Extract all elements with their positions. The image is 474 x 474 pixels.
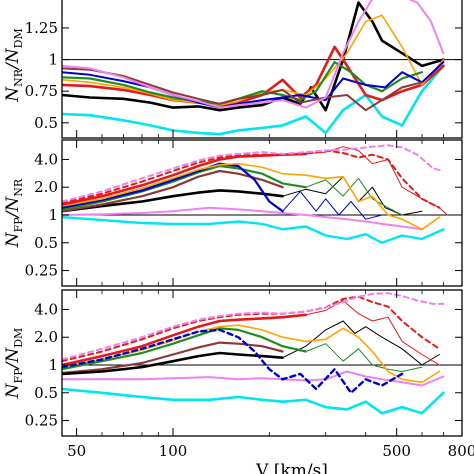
series-line-middle-13 xyxy=(62,144,445,203)
ylabel-part: N xyxy=(3,382,23,399)
y-axis-label-top: NNR/NDM xyxy=(3,28,25,103)
series-line-bottom-4 xyxy=(282,320,440,366)
x-tick-label: 500 xyxy=(382,442,411,460)
series-line-bottom-0 xyxy=(62,387,445,415)
series-line-middle-9 xyxy=(62,162,441,231)
panel-bottom: 0.25 0.5 1 2.0 4.0 xyxy=(25,289,463,437)
panel-frame xyxy=(61,0,463,139)
series-line-bottom-2 xyxy=(62,341,284,375)
series-line-middle-1 xyxy=(62,206,423,231)
y-tick-label: 0.75 xyxy=(25,82,58,100)
ylabel-part: / xyxy=(3,61,23,71)
series-group xyxy=(62,0,445,136)
y-tick-label: 0.5 xyxy=(34,114,58,132)
series-line-middle-8 xyxy=(282,190,383,220)
y-axis-label-middle: NFP/NNR xyxy=(3,178,25,248)
x-tick-label: 100 xyxy=(159,442,188,460)
y-axis-label-bottom: NFP/NDM xyxy=(3,328,25,400)
series-group xyxy=(62,144,448,245)
series-line-middle-5 xyxy=(62,164,307,211)
y-tick-label: 0.5 xyxy=(34,234,58,252)
series-line-middle-12 xyxy=(62,149,441,209)
ylabel-subscript: NR xyxy=(12,68,25,87)
ylabel-subscript: FP xyxy=(12,217,25,233)
ylabel-part: / xyxy=(3,360,23,370)
ylabel-part: N xyxy=(3,231,23,248)
series-line-middle-10 xyxy=(62,152,308,206)
ylabel-subscript: NR xyxy=(12,178,25,197)
series-line-middle-2 xyxy=(62,189,284,213)
series-line-bottom-3 xyxy=(62,351,284,376)
panel-frame xyxy=(61,289,463,437)
series-line-top-0 xyxy=(62,64,445,136)
series-line-top-1 xyxy=(62,1,445,112)
y-tick-label: 1 xyxy=(48,206,58,224)
y-tick-label: 0.25 xyxy=(25,262,58,280)
y-tick-label: 0.25 xyxy=(25,412,58,430)
y-tick-label: 2.0 xyxy=(34,328,58,346)
y-tick-label: 1.25 xyxy=(25,19,58,37)
ylabel-subscript: DM xyxy=(12,328,25,348)
panel-frame xyxy=(61,139,463,287)
y-tick-label: 4.0 xyxy=(34,300,58,318)
ylabel-part: N xyxy=(3,86,23,103)
series-line-bottom-6 xyxy=(305,343,423,372)
series-line-bottom-10 xyxy=(305,300,440,366)
series-line-middle-0 xyxy=(62,215,445,245)
y-tick-label: 2.0 xyxy=(34,178,58,196)
ylabel-part: N xyxy=(3,347,23,364)
series-group xyxy=(62,292,445,415)
ylabel-subscript: FP xyxy=(12,368,25,384)
ylabel-part: N xyxy=(3,196,23,213)
ylabel-part: N xyxy=(3,47,23,64)
ylabel-part: / xyxy=(3,209,23,219)
series-line-bottom-9 xyxy=(62,313,308,367)
series-line-middle-6 xyxy=(305,177,403,216)
series-line-top-3 xyxy=(62,14,445,106)
x-axis: 50 100 500 800 V [km/s] xyxy=(67,442,474,474)
y-tick-label: 1 xyxy=(48,356,58,374)
y-tick-label: 0.5 xyxy=(34,384,58,402)
y-tick-label: 4.0 xyxy=(34,150,58,168)
series-line-middle-4 xyxy=(62,169,284,213)
ylabel-subscript: DM xyxy=(12,28,25,48)
y-tick-label: 1 xyxy=(48,51,58,69)
x-axis-label: V [km/s] xyxy=(255,461,328,474)
series-line-bottom-8 xyxy=(62,328,404,394)
x-tick-label: 50 xyxy=(67,442,86,460)
series-line-bottom-5 xyxy=(62,327,307,371)
x-tick-label: 800 xyxy=(448,442,474,460)
panel-middle: 0.25 0.5 1 2.0 4.0 xyxy=(25,139,463,287)
panel-top: 0.5 0.75 1 1.25 xyxy=(25,0,463,139)
series-line-top-7 xyxy=(62,0,445,109)
series-line-top-6 xyxy=(62,67,423,112)
